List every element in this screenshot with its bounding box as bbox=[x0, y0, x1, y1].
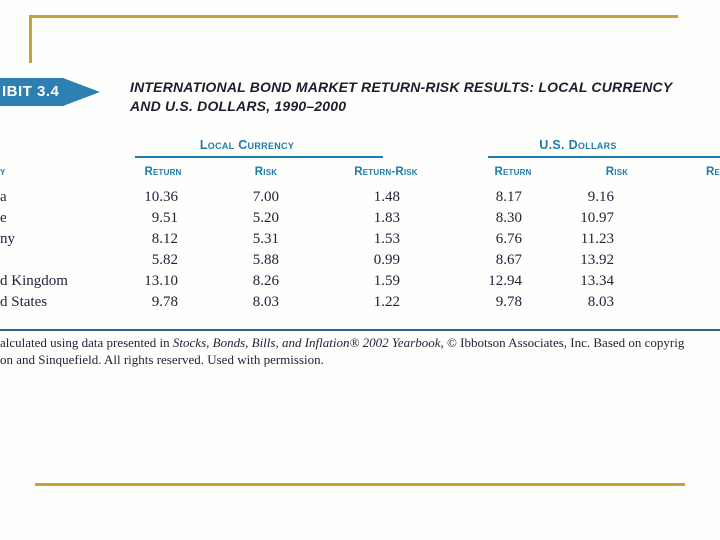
value-cell: 1.59 bbox=[373, 273, 400, 289]
value-cell: 5.88 bbox=[252, 252, 279, 268]
group-header-local-currency: Local Currency bbox=[199, 138, 295, 152]
country-cell: a bbox=[0, 189, 7, 205]
group-rule-local bbox=[135, 156, 383, 158]
value-cell: 8.17 bbox=[495, 189, 522, 205]
value-cell: 8.12 bbox=[151, 231, 178, 247]
exhibit-label: IBIT 3.4 bbox=[2, 83, 60, 100]
col-header-returnrisk-local: Return-Risk bbox=[354, 166, 418, 178]
value-cell: 9.51 bbox=[151, 210, 178, 226]
exhibit-title-line1: INTERNATIONAL BOND MARKET RETURN-RISK RE… bbox=[130, 79, 673, 95]
value-cell: 8.26 bbox=[252, 273, 279, 289]
country-cell: ny bbox=[0, 231, 15, 247]
country-cell: e bbox=[0, 210, 7, 226]
value-cell: 8.03 bbox=[252, 294, 279, 310]
value-cell: 1.48 bbox=[373, 189, 400, 205]
slide-border-bottom bbox=[35, 483, 685, 486]
country-cell: d Kingdom bbox=[0, 273, 68, 289]
footnote-text: alculated using data presented in bbox=[0, 335, 173, 350]
table-row: e 9.51 5.20 1.83 8.30 10.97 bbox=[0, 210, 720, 231]
value-cell: 13.10 bbox=[144, 273, 178, 289]
col-header-return-us: Return bbox=[494, 166, 532, 178]
table-row: ny 8.12 5.31 1.53 6.76 11.23 bbox=[0, 231, 720, 252]
value-cell: 10.97 bbox=[580, 210, 614, 226]
table-row: 5.82 5.88 0.99 8.67 13.92 bbox=[0, 252, 720, 273]
table-row: d States 9.78 8.03 1.22 9.78 8.03 bbox=[0, 294, 720, 315]
value-cell: 9.78 bbox=[151, 294, 178, 310]
value-cell: 1.83 bbox=[373, 210, 400, 226]
value-cell: 5.82 bbox=[151, 252, 178, 268]
col-header-risk-us: Risk bbox=[605, 166, 629, 178]
value-cell: 13.34 bbox=[580, 273, 614, 289]
value-cell: 9.78 bbox=[495, 294, 522, 310]
value-cell: 8.30 bbox=[495, 210, 522, 226]
slide-border-top bbox=[30, 15, 678, 18]
col-header-return-local: Return bbox=[144, 166, 182, 178]
value-cell: 1.53 bbox=[373, 231, 400, 247]
table-row: d Kingdom 13.10 8.26 1.59 12.94 13.34 bbox=[0, 273, 720, 294]
value-cell: 7.00 bbox=[252, 189, 279, 205]
footnote-source-title: Stocks, Bonds, Bills, and Inflation® 200… bbox=[172, 335, 444, 350]
col-header-returnrisk-us-cut: Re bbox=[706, 166, 720, 178]
col-header-risk-local: Risk bbox=[254, 166, 278, 178]
value-cell: 9.16 bbox=[587, 189, 614, 205]
group-rule-us bbox=[488, 156, 720, 158]
exhibit-badge: IBIT 3.4 bbox=[0, 78, 100, 106]
value-cell: 8.67 bbox=[495, 252, 522, 268]
slide-border-left bbox=[29, 15, 32, 63]
arrow-right-icon bbox=[0, 78, 100, 106]
value-cell: 1.22 bbox=[373, 294, 400, 310]
value-cell: 5.31 bbox=[252, 231, 279, 247]
footnote-line2: on and Sinquefield. All rights reserved.… bbox=[0, 352, 324, 367]
footnote-line1: alculated using data presented in Stocks… bbox=[0, 335, 720, 351]
group-header-us-dollars: U.S. Dollars bbox=[539, 138, 617, 152]
value-cell: 12.94 bbox=[488, 273, 522, 289]
value-cell: 0.99 bbox=[373, 252, 400, 268]
exhibit-title-line2: AND U.S. DOLLARS, 1990–2000 bbox=[130, 98, 347, 114]
country-cell: d States bbox=[0, 294, 48, 310]
value-cell: 8.03 bbox=[587, 294, 614, 310]
col-header-country-fragment: y bbox=[0, 166, 6, 178]
value-cell: 5.20 bbox=[252, 210, 279, 226]
value-cell: 13.92 bbox=[580, 252, 614, 268]
footnote-text: © Ibbotson Associates, Inc. Based on cop… bbox=[443, 335, 685, 350]
value-cell: 6.76 bbox=[495, 231, 522, 247]
table-row: a 10.36 7.00 1.48 8.17 9.16 bbox=[0, 189, 720, 210]
value-cell: 10.36 bbox=[144, 189, 178, 205]
value-cell: 11.23 bbox=[580, 231, 614, 247]
footnote-rule bbox=[0, 329, 720, 331]
